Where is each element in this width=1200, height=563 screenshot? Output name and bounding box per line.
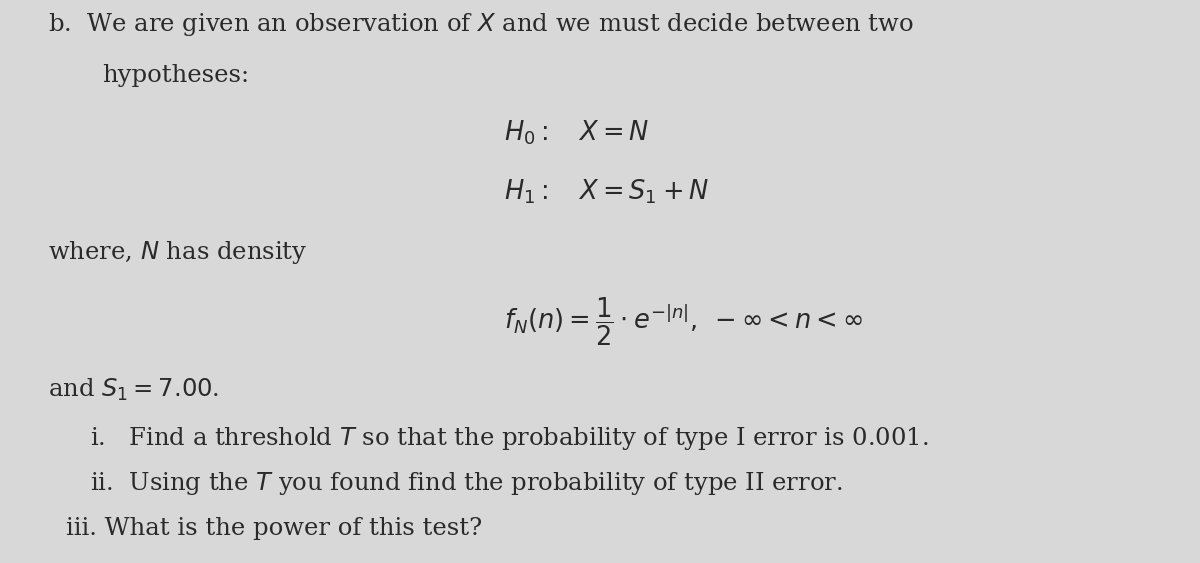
- Text: $H_0: \quad X = N$: $H_0: \quad X = N$: [504, 119, 649, 148]
- Text: and $S_1 = 7.00$.: and $S_1 = 7.00$.: [48, 377, 220, 403]
- Text: iii. What is the power of this test?: iii. What is the power of this test?: [66, 517, 482, 540]
- Text: b.  We are given an observation of $X$ and we must decide between two: b. We are given an observation of $X$ an…: [48, 11, 913, 38]
- Text: $f_N(n) = \dfrac{1}{2} \cdot e^{-|n|}, \; -\infty < n < \infty$: $f_N(n) = \dfrac{1}{2} \cdot e^{-|n|}, \…: [504, 296, 863, 347]
- Text: where, $N$ has density: where, $N$ has density: [48, 239, 307, 266]
- Text: i.   Find a threshold $T$ so that the probability of type I error is 0.001.: i. Find a threshold $T$ so that the prob…: [90, 425, 929, 452]
- Text: hypotheses:: hypotheses:: [102, 64, 250, 87]
- Text: $H_1: \quad X = S_1 + N$: $H_1: \quad X = S_1 + N$: [504, 178, 709, 207]
- Text: ii.  Using the $T$ you found find the probability of type II error.: ii. Using the $T$ you found find the pro…: [90, 470, 842, 497]
